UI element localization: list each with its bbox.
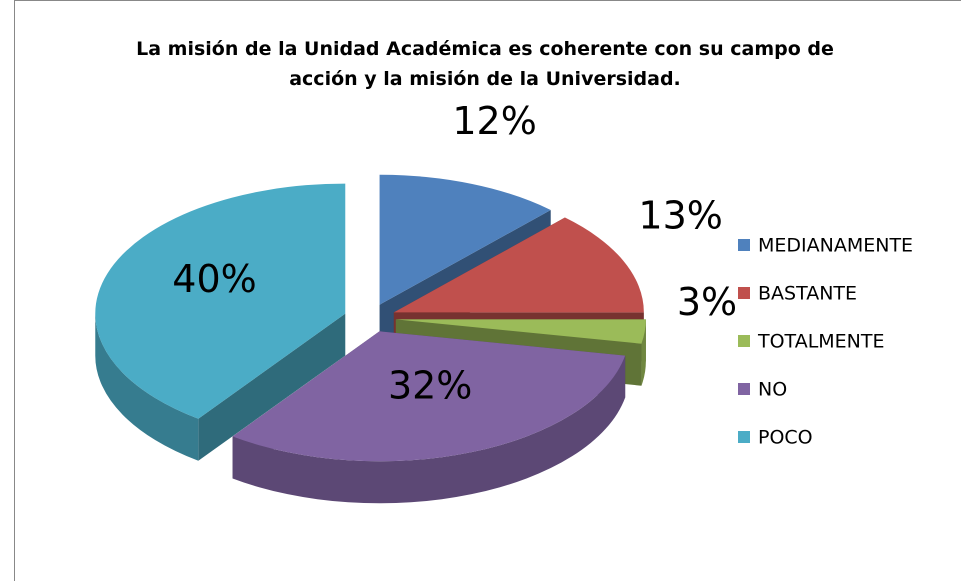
data-label: 32% (388, 363, 472, 407)
slice-wall (95, 313, 199, 461)
data-label: 12% (452, 99, 536, 143)
slice (379, 174, 551, 305)
legend-swatch (738, 239, 750, 251)
chart-title: La misión de la Unidad Académica es cohe… (136, 38, 834, 90)
slice (395, 319, 646, 344)
data-label: 40% (172, 257, 256, 301)
legend-swatch (738, 431, 750, 443)
slice-side (198, 313, 346, 461)
legend-label: POCO (758, 427, 813, 449)
slice-wall (641, 319, 646, 386)
legend-label: NO (758, 379, 787, 401)
data-label: 3% (677, 280, 737, 324)
legend-label: MEDIANAMENTE (758, 235, 913, 257)
data-label: 13% (638, 193, 722, 237)
legend-label: BASTANTE (758, 283, 857, 305)
legend-label: TOTALMENTE (757, 331, 885, 353)
slice (232, 331, 626, 462)
slice-wall (232, 355, 626, 504)
slice (393, 217, 644, 313)
legend-swatch (738, 287, 750, 299)
legend-swatch (738, 383, 750, 395)
legend-swatch (738, 335, 750, 347)
slice (95, 183, 346, 419)
